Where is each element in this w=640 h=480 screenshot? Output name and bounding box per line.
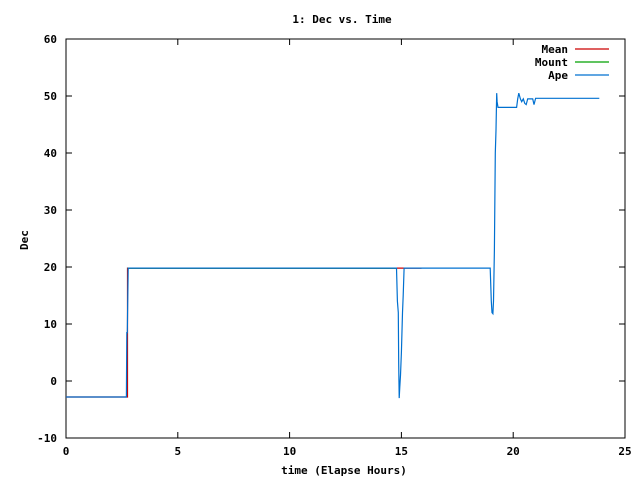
y-tick-label: 0 — [50, 375, 57, 388]
x-axis-label: time (Elapse Hours) — [281, 464, 407, 477]
series-lines — [66, 92, 600, 399]
x-tick-label: 25 — [618, 445, 631, 458]
x-tick-label: 20 — [507, 445, 520, 458]
y-tick-label: 10 — [44, 318, 57, 331]
legend-label-mount: Mount — [535, 56, 568, 69]
plot-frame — [65, 38, 626, 439]
series-line-mean — [66, 267, 422, 398]
x-tick-label: 15 — [395, 445, 408, 458]
legend-label-mean: Mean — [542, 43, 569, 56]
series-line-ape — [66, 92, 600, 399]
x-tick-label: 5 — [174, 445, 181, 458]
chart-title: 1: Dec vs. Time — [292, 13, 392, 26]
y-axis-label: Dec — [18, 230, 31, 250]
y-tick-label: 20 — [44, 261, 57, 274]
y-tick-label: -10 — [37, 432, 57, 445]
x-tick-label: 0 — [63, 445, 70, 458]
legend-label-ape: Ape — [548, 69, 568, 82]
y-tick-label: 40 — [44, 147, 57, 160]
y-tick-label: 30 — [44, 204, 57, 217]
y-tick-label: 50 — [44, 90, 57, 103]
y-tick-label: 60 — [44, 33, 57, 46]
axis-ticks: 0 5 10 15 20 25 -10 0 10 20 30 40 50 60 — [37, 33, 632, 458]
x-tick-label: 10 — [283, 445, 296, 458]
